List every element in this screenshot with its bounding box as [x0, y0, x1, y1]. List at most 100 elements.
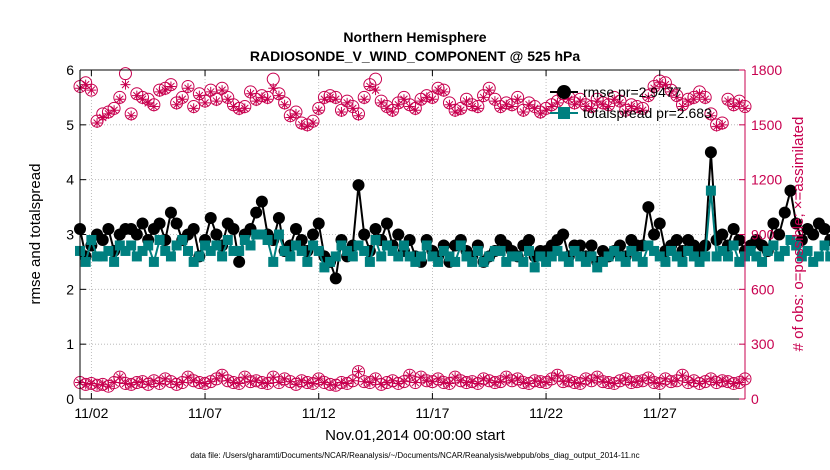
obs-assimilated-low-marker [489, 377, 500, 388]
obs-assimilated-marker [620, 107, 631, 118]
obs-assimilated-low-marker [256, 377, 267, 388]
totalspread-point [705, 185, 716, 196]
totalspread-point [717, 245, 728, 256]
obs-assimilated-low-marker [586, 375, 597, 386]
obs-assimilated-low-marker [683, 377, 694, 388]
obs-assimilated-low-marker [114, 372, 125, 383]
obs-assimilated-marker [143, 97, 154, 108]
totalspread-point [745, 245, 756, 256]
x-tick-label: 11/12 [302, 405, 336, 421]
rmse-point [369, 223, 382, 236]
obs-assimilated-marker [461, 96, 472, 107]
obs-assimilated-marker [188, 103, 199, 114]
obs-assimilated-low-marker [705, 373, 716, 384]
obs-assimilated-low-marker [86, 378, 97, 389]
rmse-point [233, 255, 246, 268]
rmse-point [204, 212, 217, 225]
obs-assimilated-low-marker [177, 377, 188, 388]
totalspread-point [228, 245, 239, 256]
x-tick-label: 11/02 [74, 405, 108, 421]
obs-assimilated-low-marker [370, 373, 381, 384]
obs-assimilated-low-marker [228, 377, 239, 388]
obs-assimilated-marker [262, 94, 273, 105]
rmse-point [767, 217, 780, 230]
totalspread-point [467, 256, 478, 267]
obs-assimilated-low-marker [444, 378, 455, 389]
obs-assimilated-marker [677, 101, 688, 112]
totalspread-point [211, 240, 222, 251]
obs-assimilated-low-marker [319, 377, 330, 388]
totalspread-point [649, 245, 660, 256]
rmse-point [272, 212, 285, 225]
obs-assimilated-marker [455, 105, 466, 116]
obs-assimilated-low-marker [353, 366, 364, 377]
obs-assimilated-marker [586, 103, 597, 114]
totalspread-point [114, 240, 125, 251]
obs-assimilated-low-marker [609, 378, 620, 389]
obs-possible-marker [84, 83, 98, 97]
totalspread-point [370, 234, 381, 245]
obs-assimilated-low-marker [285, 376, 296, 387]
obs-assimilated-marker [444, 99, 455, 110]
obs-assimilated-low-marker [614, 375, 625, 386]
obs-assimilated-marker [387, 107, 398, 118]
totalspread-point [279, 245, 290, 256]
totalspread-point [177, 234, 188, 245]
obs-assimilated-low-marker [120, 378, 131, 389]
obs-assimilated-marker [381, 103, 392, 114]
obs-assimilated-marker [86, 85, 97, 96]
obs-assimilated-low-marker [506, 375, 517, 386]
obs-assimilated-low-marker [472, 378, 483, 389]
totalspread-point [552, 245, 563, 256]
totalspread-point [404, 251, 415, 262]
obs-assimilated-low-marker [421, 375, 432, 386]
obs-assimilated-low-marker [603, 377, 614, 388]
obs-assimilated-marker [467, 101, 478, 112]
totalspread-point [603, 251, 614, 262]
totalspread-point [364, 256, 375, 267]
rmse-point [358, 228, 371, 241]
obs-assimilated-marker [535, 108, 546, 119]
obs-assimilated-marker [97, 112, 108, 123]
rmse-point [170, 217, 183, 230]
obs-assimilated-low-marker [722, 376, 733, 387]
obs-assimilated-low-marker [592, 372, 603, 383]
obs-assimilated-marker [234, 105, 245, 116]
obs-assimilated-low-marker [273, 377, 284, 388]
totalspread-point [302, 256, 313, 267]
totalspread-point [455, 240, 466, 251]
obs-assimilated-marker [279, 99, 290, 110]
totalspread-point [495, 245, 506, 256]
totalspread-point [427, 251, 438, 262]
obs-assimilated-low-marker [217, 370, 228, 381]
totalspread-point [347, 251, 358, 262]
obs-assimilated-marker [342, 97, 353, 108]
obs-assimilated-low-marker [410, 377, 421, 388]
totalspread-point [387, 245, 398, 256]
obs-assimilated-low-marker [302, 377, 313, 388]
obs-assimilated-marker [131, 90, 142, 101]
totalspread-point [86, 234, 97, 245]
obs-assimilated-low-marker [126, 379, 137, 390]
totalspread-point [694, 256, 705, 267]
obs-assimilated-low-marker [376, 379, 387, 390]
obs-assimilated-low-marker [239, 372, 250, 383]
obs-assimilated-marker [148, 101, 159, 112]
y-tick-label-right: 1800 [751, 62, 782, 78]
totalspread-point [80, 256, 91, 267]
obs-assimilated-marker [450, 107, 461, 118]
obs-assimilated-marker [398, 94, 409, 105]
rmse-point [250, 206, 263, 219]
obs-assimilated-marker [734, 97, 745, 108]
rmse-point [187, 223, 200, 236]
obs-assimilated-low-marker [637, 375, 648, 386]
totalspread-point [188, 256, 199, 267]
obs-assimilated-low-marker [694, 378, 705, 389]
obs-assimilated-low-marker [109, 377, 120, 388]
obs-assimilated-low-marker [97, 379, 108, 390]
rmse-point [210, 228, 223, 241]
obs-assimilated-marker [666, 86, 677, 97]
obs-assimilated-marker [126, 110, 137, 121]
obs-assimilated-marker [524, 99, 535, 110]
